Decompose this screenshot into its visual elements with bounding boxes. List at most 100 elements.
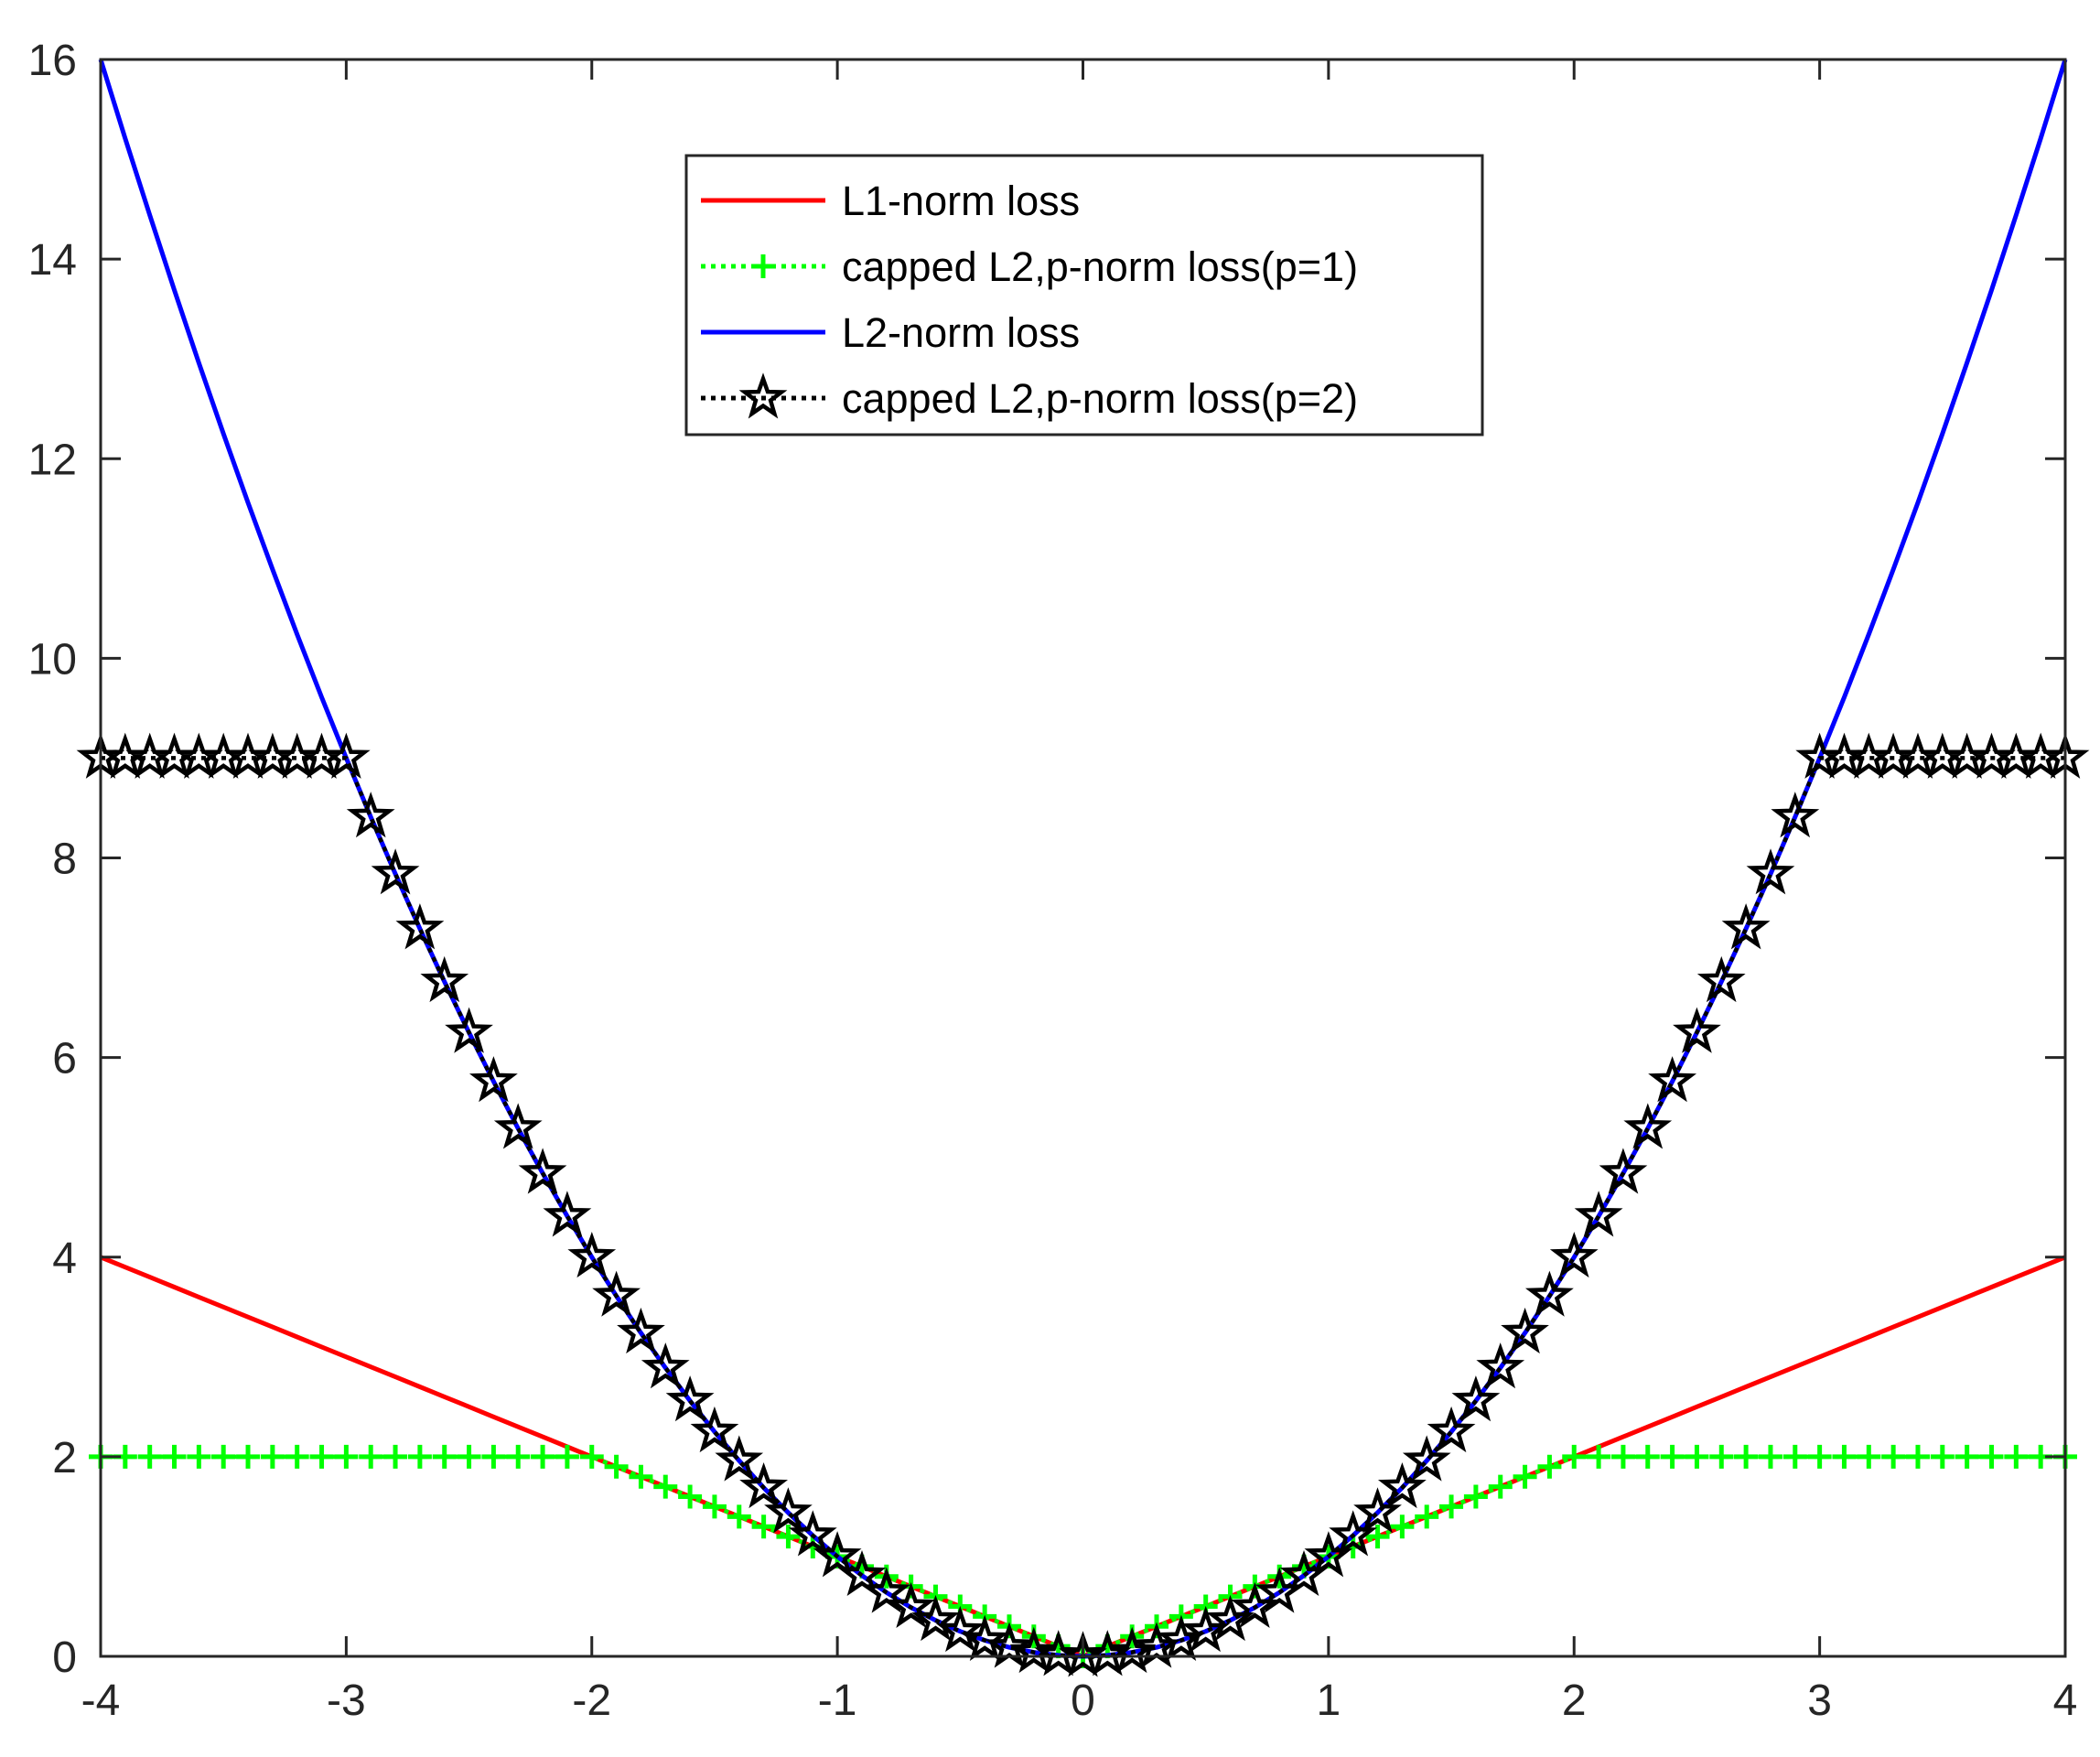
series-4-marker [665, 1375, 715, 1422]
x-tick-label: 4 [2053, 1676, 2078, 1725]
legend-label: capped L2,p-norm loss(p=2) [842, 375, 1358, 422]
series-4-marker [1009, 1626, 1059, 1674]
series-4-marker [1353, 1487, 1402, 1534]
y-tick-label: 8 [52, 835, 77, 884]
series-4-marker [1549, 1232, 1599, 1278]
series-4-marker [788, 1510, 837, 1557]
series-2-marker [1905, 1444, 1930, 1469]
series-2-marker [407, 1444, 432, 1469]
series-2-marker [137, 1444, 162, 1469]
series-2-marker [1758, 1444, 1782, 1469]
series-2-marker [1415, 1504, 1439, 1529]
series-4-marker [617, 1307, 665, 1354]
series-2-marker [481, 1444, 506, 1469]
series-2-marker [285, 1444, 309, 1469]
series-4-marker [543, 1191, 592, 1237]
y-tick-label: 4 [52, 1234, 77, 1283]
series-4-marker [1696, 955, 1746, 1003]
series-4-marker [1427, 1406, 1476, 1453]
series-2-marker [1635, 1444, 1660, 1469]
legend-label: capped L2,p-norm loss(p=1) [842, 243, 1358, 290]
series-4-marker [1501, 1307, 1549, 1354]
series-4-marker [837, 1549, 887, 1597]
series-2-marker [1365, 1525, 1390, 1549]
series-4-marker [1574, 1191, 1623, 1237]
y-tick-label: 10 [28, 635, 77, 684]
series-4-marker [887, 1581, 936, 1628]
series-4-marker [813, 1531, 862, 1578]
series-2-marker [359, 1444, 383, 1469]
series-4-marker [445, 1007, 493, 1053]
series-2-marker [1390, 1514, 1415, 1539]
series-2-marker [1513, 1464, 1537, 1489]
series-2-marker [1832, 1444, 1857, 1469]
series-4-marker [371, 848, 420, 895]
series-4-marker [1599, 1148, 1648, 1194]
series-4-marker [420, 955, 469, 1003]
series-2-marker [1709, 1444, 1734, 1469]
series-4-marker [1623, 1103, 1673, 1149]
series-4-marker [935, 1605, 985, 1653]
y-tick-label: 6 [52, 1035, 77, 1083]
series-2-marker [1881, 1444, 1906, 1469]
series-2-marker [1463, 1484, 1488, 1509]
legend-swatch-marker [751, 254, 775, 278]
series-2-marker [702, 1494, 727, 1519]
legend-swatch-marker [738, 372, 788, 419]
series-4-marker [1082, 1630, 1132, 1676]
series-2-marker [1979, 1444, 2004, 1469]
series-2-marker [432, 1444, 457, 1469]
series-2-marker [260, 1444, 285, 1469]
series-2-marker [334, 1444, 359, 1469]
series-4-marker [690, 1406, 739, 1453]
x-tick-label: -1 [818, 1676, 857, 1725]
series-2-marker [1955, 1444, 1979, 1469]
series-2-marker [1562, 1444, 1587, 1469]
series-2-marker [1807, 1444, 1832, 1469]
series-2-marker [2004, 1444, 2029, 1469]
legend-label: L1-norm loss [842, 178, 1080, 224]
series-2-marker [555, 1444, 579, 1469]
series-2-marker [1857, 1444, 1881, 1469]
series-4-marker [960, 1614, 1009, 1662]
series-2-marker [506, 1444, 531, 1469]
series-2-marker [1587, 1444, 1611, 1469]
series-4-marker [1673, 1007, 1721, 1053]
x-tick-label: -2 [572, 1676, 611, 1725]
series-4-marker [715, 1435, 764, 1482]
series-4-marker [1648, 1056, 1697, 1103]
series-2-marker [1685, 1444, 1709, 1469]
series-4-marker [911, 1594, 960, 1642]
series-2-marker [678, 1484, 703, 1509]
x-tick-label: 2 [1562, 1676, 1587, 1725]
y-tick-label: 12 [28, 436, 77, 484]
x-tick-label: -3 [327, 1676, 366, 1725]
x-tick-label: 1 [1317, 1676, 1341, 1725]
series-2-marker [579, 1444, 604, 1469]
series-2-marker [309, 1444, 334, 1469]
series-4-marker [321, 732, 371, 779]
series-4-marker [1746, 848, 1795, 895]
series-2-marker [211, 1444, 236, 1469]
series-4-marker [468, 1056, 518, 1103]
series-2-marker [1782, 1444, 1807, 1469]
x-tick-label: 3 [1807, 1676, 1832, 1725]
series-2-marker [1537, 1454, 1562, 1479]
series-2-marker [236, 1444, 261, 1469]
series-4-marker [739, 1461, 789, 1509]
y-tick-label: 16 [28, 37, 77, 85]
series-2-marker [187, 1444, 211, 1469]
x-tick-label: -4 [81, 1676, 121, 1725]
series-2-marker [604, 1454, 629, 1479]
series-2-marker [1439, 1494, 1464, 1519]
series-2-marker [383, 1444, 408, 1469]
series-2-marker [1488, 1474, 1513, 1499]
series-2-marker [1660, 1444, 1685, 1469]
series-4-marker [592, 1270, 641, 1317]
series-2-marker [1734, 1444, 1759, 1469]
series-4-marker [1771, 792, 1820, 838]
series-4-marker [1181, 1605, 1231, 1653]
series-4-marker [1451, 1375, 1501, 1422]
